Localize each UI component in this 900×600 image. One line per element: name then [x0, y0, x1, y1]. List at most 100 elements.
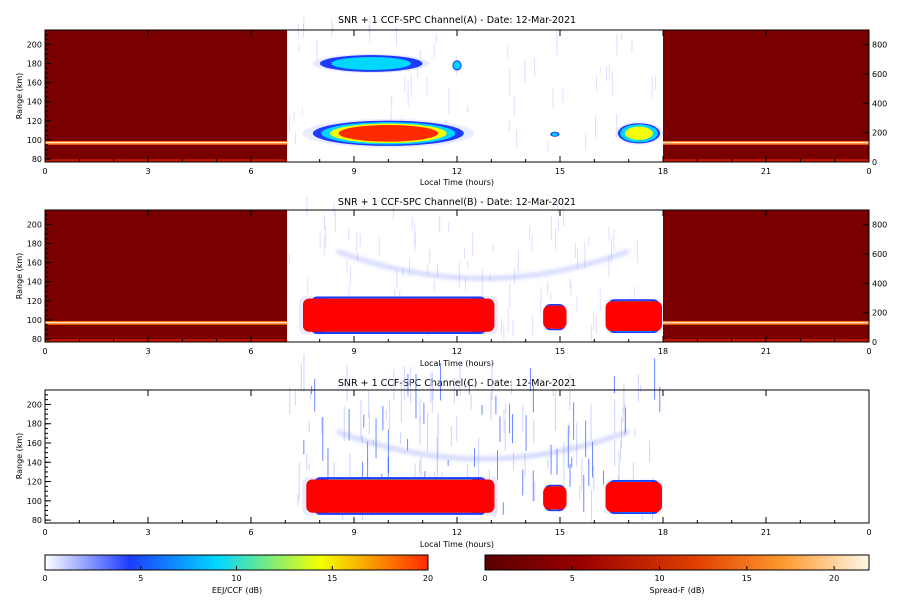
- panel-b-xlabel: Local Time (hours): [420, 359, 494, 368]
- eej-echo-0-layer-5: [306, 479, 495, 513]
- colorbar-spread-f-label: Spread-F (dB): [649, 586, 704, 595]
- eej-echo-4-layer-5: [552, 132, 558, 136]
- y2-tick-label: 400: [872, 99, 887, 108]
- panel-c-xlabel: Local Time (hours): [420, 540, 494, 549]
- colorbar-tick-label: 15: [742, 574, 752, 583]
- colorbar-tick-label: 0: [42, 574, 47, 583]
- colorbar-spread-f-bar: [484, 554, 870, 571]
- y-tick-label: 80: [32, 335, 42, 344]
- x-tick-label: 3: [145, 167, 150, 176]
- colorbar-spread-f: 0 5 10 15 20 Spread-F (dB): [482, 554, 870, 595]
- y2-tick-label: 600: [872, 70, 887, 79]
- eej-echo-2-layer-5: [605, 301, 662, 331]
- spread-f-block: [45, 30, 288, 162]
- colorbar-tick-label: 10: [231, 574, 241, 583]
- panel-b-axes: 0 3 6 9 12 15 18 21 0801001201401601802000200400…: [27, 209, 887, 356]
- y2-tick-label: 800: [872, 221, 887, 230]
- colorbar-tick-label: 5: [138, 574, 143, 583]
- colorbar-tick-label: 10: [654, 574, 664, 583]
- eej-echo-2-layer-5: [605, 482, 662, 512]
- colorbar-eej-ticks: 0 5 10 15 20: [42, 566, 433, 583]
- y-tick-label: 140: [27, 458, 42, 467]
- y2-tick-label: 200: [872, 309, 887, 318]
- x-tick-label: 0: [42, 167, 47, 176]
- y-tick-label: 180: [27, 239, 42, 248]
- arc-echo: [336, 430, 630, 461]
- y2-tick-label: 0: [872, 158, 877, 167]
- arc-echo: [336, 249, 630, 280]
- colorbar-tick-label: 20: [423, 574, 433, 583]
- y-tick-label: 200: [27, 220, 42, 229]
- panel-a: SNR + 1 CCF-SPC Channel(A) - Date: 12-Ma…: [15, 15, 887, 187]
- x-tick-label: 15: [555, 167, 565, 176]
- y-tick-label: 120: [27, 117, 42, 126]
- colorbar-spread-f-ticks: 0 5 10 15 20: [482, 566, 839, 583]
- spread-f-band-core: [45, 141, 288, 144]
- x-tick-label: 12: [452, 167, 462, 176]
- eej-echo-1-layer-5: [343, 58, 400, 69]
- panel-b-title: SNR + 1 CCF-SPC Channel(B) - Date: 12-Ma…: [338, 197, 576, 208]
- x-tick-label: 12: [452, 528, 462, 537]
- x-tick-label: 3: [145, 528, 150, 537]
- y-tick-label: 80: [32, 516, 42, 525]
- y2-tick-label: 0: [872, 338, 877, 347]
- x-tick-label: 21: [761, 347, 771, 356]
- spread-f-floor: [45, 339, 288, 342]
- x-tick-label: 6: [248, 167, 253, 176]
- x-tick-label: 15: [555, 347, 565, 356]
- eej-echo-1-layer-5: [543, 486, 567, 510]
- y-tick-label: 100: [27, 497, 42, 506]
- x-tick-label: 15: [555, 528, 565, 537]
- x-tick-label: 21: [761, 167, 771, 176]
- y-tick-label: 160: [27, 79, 42, 88]
- spread-f-floor: [45, 159, 288, 162]
- y-tick-label: 180: [27, 59, 42, 68]
- panel-b: SNR + 1 CCF-SPC Channel(B) - Date: 12-Ma…: [15, 197, 887, 368]
- panel-a-axes: 0 3 6 9 12 15 18 21 0801001201401601802000200400…: [27, 29, 887, 176]
- x-tick-label: 18: [658, 347, 668, 356]
- eej-echo-2-layer-5: [454, 62, 460, 69]
- y-tick-label: 100: [27, 136, 42, 145]
- x-tick-label: 0: [866, 167, 871, 176]
- colorbar-tick-label: 0: [482, 574, 487, 583]
- panel-a-plot: [45, 16, 869, 162]
- y-tick-label: 100: [27, 316, 42, 325]
- eej-echo-3-layer-5: [627, 127, 651, 139]
- colorbar-eej: 0 5 10 15 20 EEJ/CCF (dB): [42, 554, 433, 595]
- y-tick-label: 160: [27, 439, 42, 448]
- panel-c: SNR + 1 CCF-SPC Channel(C) - Date: 12-Ma…: [15, 353, 872, 549]
- panel-a-title: SNR + 1 CCF-SPC Channel(A) - Date: 12-Ma…: [338, 15, 576, 26]
- y-tick-label: 140: [27, 98, 42, 107]
- x-tick-label: 9: [351, 528, 356, 537]
- y2-tick-label: 400: [872, 279, 887, 288]
- y2-tick-label: 200: [872, 129, 887, 138]
- x-tick-label: 18: [658, 528, 668, 537]
- x-tick-label: 18: [658, 167, 668, 176]
- y-tick-label: 160: [27, 259, 42, 268]
- y2-tick-label: 600: [872, 250, 887, 259]
- x-tick-label: 6: [248, 347, 253, 356]
- eej-echo-1-layer-5: [543, 305, 567, 329]
- y-tick-label: 120: [27, 478, 42, 487]
- y-tick-label: 80: [32, 155, 42, 164]
- y-tick-label: 180: [27, 420, 42, 429]
- y-tick-label: 200: [27, 40, 42, 49]
- y2-tick-label: 800: [872, 41, 887, 50]
- spread-f-band-core: [663, 321, 869, 324]
- spread-f-block: [45, 210, 288, 342]
- x-tick-label: 12: [452, 347, 462, 356]
- x-tick-label: 3: [145, 347, 150, 356]
- x-tick-label: 0: [42, 528, 47, 537]
- panel-a-xlabel: Local Time (hours): [420, 178, 494, 187]
- colorbar-tick-label: 20: [829, 574, 839, 583]
- y-tick-label: 120: [27, 297, 42, 306]
- y-tick-label: 200: [27, 400, 42, 409]
- spread-f-band-core: [663, 141, 869, 144]
- y-tick-label: 140: [27, 278, 42, 287]
- x-tick-label: 21: [761, 528, 771, 537]
- colorbar-eej-label: EEJ/CCF (dB): [212, 586, 262, 595]
- eej-echo-0-layer-5: [303, 298, 495, 332]
- x-tick-label: 0: [866, 347, 871, 356]
